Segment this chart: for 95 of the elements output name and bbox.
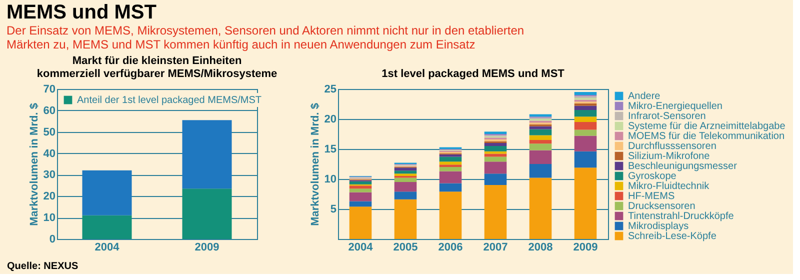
y-tick-label: 10 — [43, 212, 56, 224]
y-tick-label: 25 — [324, 84, 336, 96]
bar — [529, 129, 552, 136]
legend-label: Mikro-Fluidtechnik — [628, 181, 710, 192]
legend-label: Schreib-Lese-Köpfe — [628, 231, 717, 242]
y-tick-label: 40 — [43, 148, 56, 160]
bar — [439, 167, 462, 172]
x-tick-label: 2005 — [393, 242, 418, 254]
bar — [484, 146, 507, 152]
y-axis-title: Marktvolumen in Mrd. $ — [28, 103, 40, 226]
bar — [82, 170, 132, 216]
bar — [574, 103, 597, 106]
bar — [439, 183, 462, 192]
bar — [484, 162, 507, 174]
bar — [439, 192, 462, 239]
bar — [394, 182, 417, 192]
bar — [349, 188, 372, 192]
x-tick-label: 2009 — [194, 242, 220, 254]
bar — [394, 170, 417, 174]
bar — [439, 156, 462, 162]
text: Märkten zu, MEMS und MST kommen künftig auch in neuen Anwendungen zum Einsatz — [6, 38, 476, 52]
bar — [82, 215, 132, 239]
y-tick-label: 10 — [324, 174, 336, 186]
bar — [529, 135, 552, 140]
chart-title: 1st level packaged MEMS und MST — [382, 68, 565, 80]
x-tick-label: 2007 — [483, 242, 508, 254]
x-tick-label: 2009 — [573, 242, 598, 254]
legend-label: Infrarot-Sensoren — [628, 111, 706, 122]
bar — [574, 130, 597, 136]
bar — [574, 116, 597, 122]
y-tick-label: 15 — [324, 144, 336, 156]
bar — [484, 154, 507, 157]
bar — [529, 150, 552, 164]
bar — [349, 192, 372, 202]
y-tick-label: 70 — [43, 84, 56, 96]
y-tick-label: 20 — [324, 114, 336, 126]
y-tick-label: 20 — [43, 190, 56, 203]
legend-label: Andere — [628, 91, 661, 102]
bar — [484, 143, 507, 146]
bar — [529, 164, 552, 178]
bar — [574, 122, 597, 130]
legend-label: Durchflusssensoren — [628, 141, 716, 152]
legend-label: Anteil der 1st level packaged MEMS/MST — [77, 95, 262, 106]
source-note: Quelle: NEXUS — [7, 261, 78, 272]
legend-label: Systeme für die Arzneimittelabgabe — [628, 121, 786, 132]
x-tick-label: 2004 — [94, 242, 120, 254]
bar — [574, 106, 597, 110]
bar — [574, 151, 597, 168]
bar — [394, 178, 417, 182]
y-tick-label: 0 — [49, 234, 56, 246]
bar — [529, 126, 552, 130]
bar — [484, 185, 507, 239]
legend-label: Silizium-Mikrofone — [628, 151, 710, 162]
bar — [574, 92, 597, 95]
legend-label: MOEMS für die Telekommunikation — [628, 131, 785, 142]
bar — [484, 174, 507, 185]
legend-label: Beschleunigungsmesser — [628, 161, 738, 172]
text: MEMS und MST — [6, 2, 156, 24]
bar — [349, 186, 372, 189]
bar — [484, 156, 507, 162]
bar — [574, 168, 597, 239]
bar — [394, 192, 417, 200]
bar — [529, 114, 552, 117]
legend-label: Drucksensoren — [628, 201, 696, 212]
y-axis-title: Marktvolumen in Mrd. $ — [309, 103, 322, 226]
bar — [394, 199, 417, 239]
x-tick-label: 2006 — [438, 242, 463, 254]
bar — [529, 144, 552, 150]
bar — [182, 188, 232, 239]
bar — [439, 154, 462, 157]
bar — [349, 201, 372, 207]
text: Der Einsatz von MEMS, Mikrosystemen, Sensoren und Aktoren nimmt nicht nur in den etablierten — [6, 24, 524, 38]
bar — [529, 140, 552, 144]
y-tick-label: 30 — [43, 169, 56, 182]
bar — [439, 162, 462, 165]
bar — [574, 136, 597, 152]
x-tick-label: 2008 — [528, 242, 553, 254]
legend-label: Mikro-Energiequellen — [628, 101, 722, 112]
bar — [529, 178, 552, 239]
bar — [574, 110, 597, 117]
bar — [349, 181, 372, 184]
bar — [349, 206, 372, 239]
bar — [439, 171, 462, 184]
legend-label: Tintenstrahl-Druckköpfe — [628, 211, 734, 222]
y-tick-label: 60 — [43, 104, 56, 117]
legend-label: HF-MEMS — [628, 191, 675, 202]
y-tick-label: 5 — [330, 204, 336, 216]
x-tick-label: 2004 — [348, 242, 374, 254]
bar — [484, 151, 507, 154]
bar — [182, 120, 232, 189]
chart-title: Markt für die kleinsten Einheiten kommerziell verfügbarer MEMS/Mikrosysteme — [36, 55, 278, 80]
legend-label: Gyroskope — [628, 171, 677, 182]
bar — [394, 168, 417, 171]
legend-label: Mikrodisplays — [628, 221, 689, 232]
y-tick-label: 50 — [43, 126, 56, 138]
